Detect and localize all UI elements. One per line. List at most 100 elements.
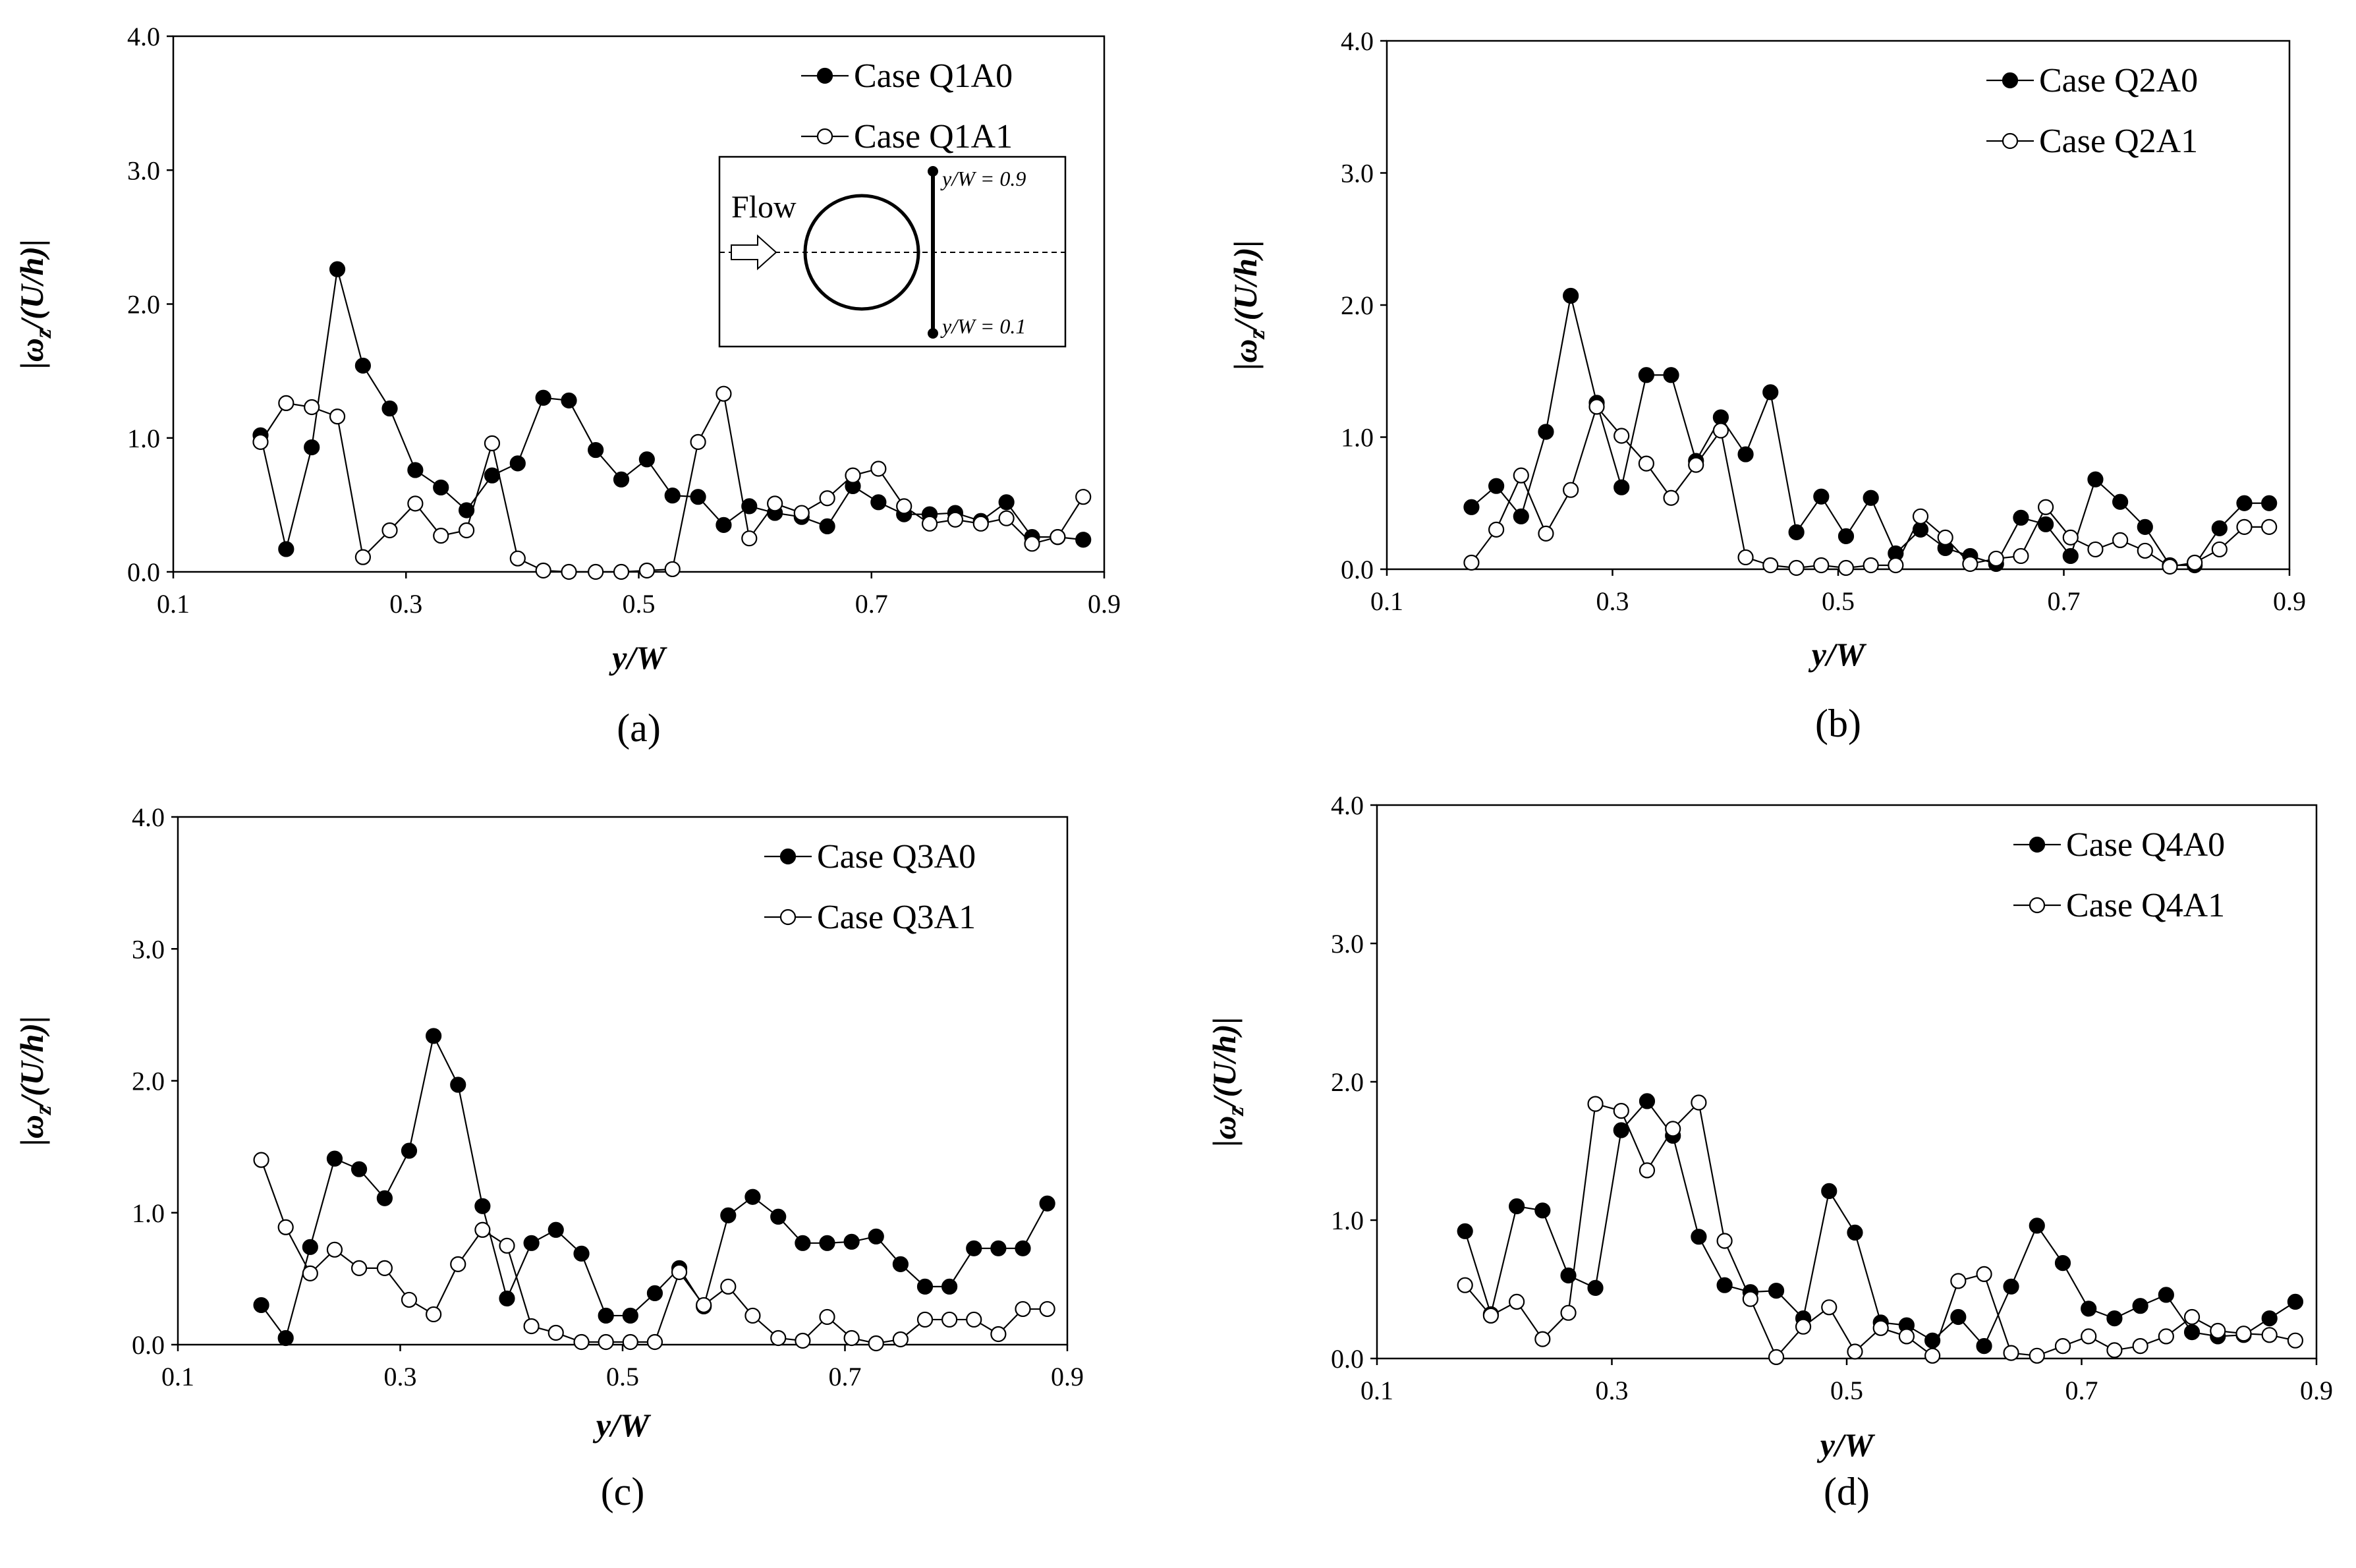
data-point-case-q2a1 [1563, 482, 1579, 498]
data-point-case-q2a1 [1888, 557, 1904, 574]
series-line-case-q4a0 [1464, 1100, 2296, 1348]
data-point-case-q2a1 [2038, 499, 2054, 515]
data-point-case-q4a1 [1534, 1331, 1551, 1347]
data-point-case-q3a1 [302, 1265, 318, 1281]
data-point-case-q2a1 [1488, 521, 1505, 538]
data-point-case-q3a1 [966, 1311, 982, 1328]
x-tick-label: 0.1 [161, 1362, 194, 1391]
data-point-case-q1a1 [458, 522, 475, 539]
data-point-case-q4a1 [1691, 1094, 1707, 1111]
x-tick-label: 0.7 [855, 589, 888, 619]
data-point-case-q1a1 [896, 498, 912, 515]
data-point-case-q1a1 [1075, 489, 1092, 505]
data-point-case-q2a0 [1737, 446, 1754, 462]
legend-entry: Case Q1A1 [801, 118, 1013, 155]
data-point-case-q3a1 [795, 1332, 811, 1349]
y-axis-label: |ωz/(U/h)| [1227, 240, 1270, 370]
data-point-case-q4a1 [1613, 1102, 1629, 1119]
data-point-case-q2a0 [1563, 287, 1579, 304]
y-tick-label: 4.0 [127, 22, 160, 51]
x-tick-label: 0.5 [1830, 1376, 1863, 1405]
data-point-case-q2a1 [2211, 541, 2228, 558]
data-point-case-q3a1 [696, 1297, 712, 1314]
data-point-case-q3a1 [720, 1278, 737, 1295]
data-point-case-q3a1 [671, 1264, 688, 1280]
panel-label: (c) [601, 1470, 645, 1513]
data-point-case-q1a1 [484, 435, 501, 451]
x-tick-label: 0.3 [1596, 1376, 1629, 1405]
data-point-case-q1a1 [407, 495, 424, 512]
y-tick-label: 0.0 [1341, 555, 1374, 584]
legend-marker [2002, 72, 2019, 89]
data-point-case-q4a0 [2003, 1278, 2019, 1295]
data-point-case-q4a0 [1639, 1093, 1656, 1109]
data-point-case-q3a1 [598, 1333, 614, 1351]
legend-entry: Case Q4A1 [2013, 887, 2225, 924]
data-point-case-q1a0 [458, 502, 475, 518]
data-point-case-q1a1 [381, 522, 398, 539]
data-point-case-q1a1 [793, 505, 810, 521]
series-line-case-q2a1 [1471, 405, 2270, 569]
data-point-case-q4a1 [2210, 1322, 2226, 1339]
x-tick-label: 0.9 [2273, 586, 2306, 616]
data-point-case-q2a0 [2211, 520, 2228, 536]
legend-label: Case Q4A1 [2066, 887, 2225, 924]
data-point-case-q3a0 [547, 1221, 564, 1238]
data-point-case-q2a0 [1638, 367, 1654, 383]
data-point-case-q4a0 [2081, 1301, 2097, 1317]
data-point-case-q1a1 [998, 510, 1015, 526]
x-tick-label: 0.1 [1360, 1376, 1393, 1405]
y-axis-label: |ωz/(U/h)| [13, 1016, 56, 1146]
data-point-case-q1a1 [509, 550, 526, 567]
data-point-case-q1a1 [278, 395, 294, 412]
data-point-case-q2a1 [1538, 525, 1554, 542]
data-point-case-q2a1 [1513, 467, 1529, 484]
y-tick-label: 1.0 [1331, 1206, 1364, 1235]
data-point-case-q3a1 [426, 1306, 442, 1323]
data-point-case-q3a1 [819, 1308, 835, 1326]
data-point-case-q3a0 [426, 1028, 442, 1044]
data-point-case-q1a1 [870, 461, 887, 477]
y-tick-label: 2.0 [1331, 1067, 1364, 1097]
data-point-case-q2a1 [2261, 518, 2278, 535]
data-point-case-q4a1 [2003, 1345, 2019, 1361]
data-point-case-q1a0 [433, 479, 449, 496]
data-point-case-q4a0 [1560, 1267, 1577, 1284]
data-point-case-q3a1 [843, 1330, 860, 1347]
legend-marker [2029, 836, 2046, 853]
legend-label: Case Q4A0 [2066, 826, 2225, 864]
data-point-case-q3a0 [450, 1077, 466, 1093]
data-point-case-q4a0 [2054, 1254, 2071, 1272]
data-point-case-q2a0 [2062, 547, 2079, 565]
data-point-case-q1a1 [767, 495, 783, 512]
y-tick-label: 3.0 [1341, 159, 1374, 188]
plot-frame [1386, 40, 2291, 571]
data-point-case-q4a0 [1691, 1229, 1707, 1245]
y-axis-label: |ωz/(U/h)| [1206, 1017, 1248, 1146]
data-point-case-q1a1 [1024, 536, 1040, 552]
data-point-case-q3a0 [277, 1330, 294, 1347]
data-point-case-q1a1 [613, 563, 630, 580]
data-point-case-q2a0 [1488, 478, 1505, 494]
data-point-case-q3a1 [376, 1260, 393, 1276]
data-point-case-q1a1 [664, 561, 681, 578]
data-point-case-q4a1 [2183, 1308, 2201, 1326]
data-point-case-q3a1 [868, 1335, 884, 1352]
data-point-case-q4a1 [1457, 1277, 1473, 1293]
data-point-case-q4a1 [1716, 1233, 1733, 1249]
inset-label-bottom: y/W = 0.1 [940, 314, 1026, 338]
legend-entry: Case Q1A0 [801, 57, 1013, 95]
data-point-case-q3a1 [499, 1237, 515, 1254]
data-point-case-q2a1 [1663, 490, 1679, 506]
data-point-case-q4a0 [2261, 1310, 2278, 1327]
data-point-case-q4a0 [2029, 1218, 2045, 1234]
data-point-case-q4a1 [2158, 1328, 2174, 1345]
data-point-case-q3a0 [941, 1278, 958, 1295]
y-tick-label: 1.0 [1341, 423, 1374, 453]
x-tick-label: 0.7 [829, 1362, 862, 1391]
data-point-case-q3a1 [547, 1324, 564, 1341]
y-tick-label: 2.0 [127, 290, 160, 320]
data-point-case-q2a0 [1788, 524, 1805, 540]
x-tick-label: 0.9 [1088, 589, 1121, 619]
y-tick-label: 1.0 [127, 424, 160, 453]
